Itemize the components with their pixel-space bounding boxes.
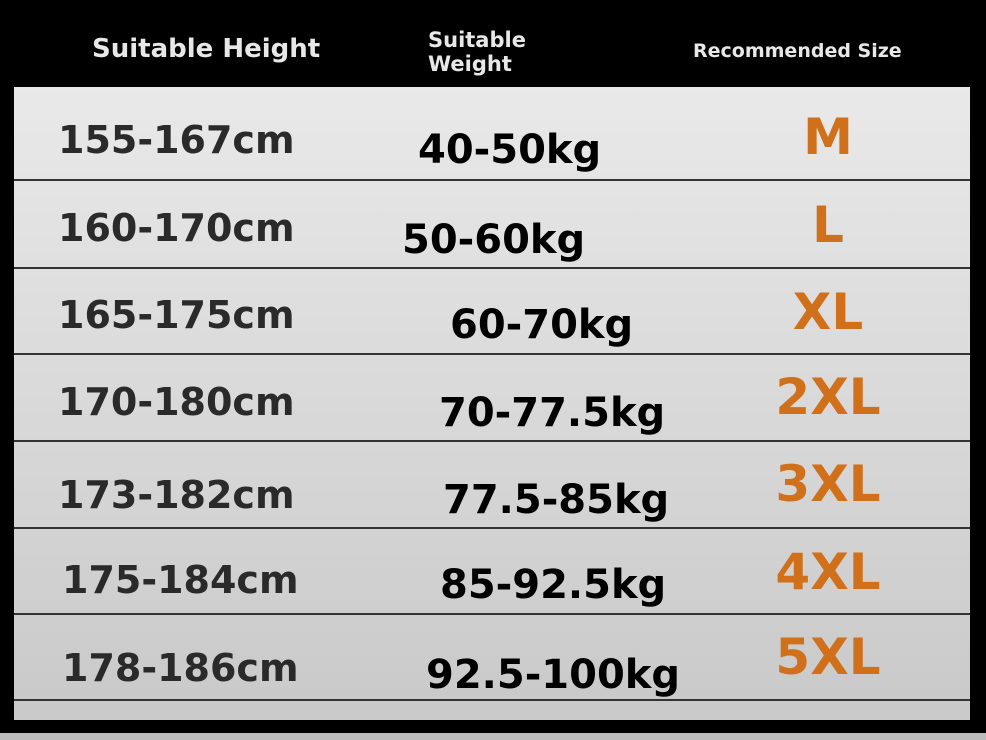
- weight-cell: 50-60kg: [402, 217, 586, 263]
- size-cell: 2XL: [775, 368, 881, 426]
- row-divider: [14, 440, 970, 442]
- height-cell: 173-182cm: [58, 473, 295, 517]
- height-cell: 160-170cm: [58, 206, 295, 250]
- height-cell: 175-184cm: [62, 558, 299, 602]
- weight-cell: 70-77.5kg: [439, 390, 666, 436]
- size-cell: 5XL: [775, 628, 881, 686]
- header-height: Suitable Height: [92, 34, 321, 64]
- size-table: 155-167cm 40-50kg M 160-170cm 50-60kg L …: [14, 87, 970, 720]
- height-cell: 155-167cm: [58, 118, 295, 162]
- height-cell: 165-175cm: [58, 293, 295, 337]
- bottom-edge: [0, 733, 986, 740]
- header-weight-line1: Suitable: [428, 28, 526, 52]
- size-cell: XL: [792, 283, 864, 341]
- header-weight-line2: Weight: [428, 52, 512, 76]
- weight-cell: 77.5-85kg: [443, 477, 670, 523]
- weight-cell: 40-50kg: [418, 127, 602, 173]
- header-size: Recommended Size: [693, 40, 902, 62]
- height-cell: 170-180cm: [58, 380, 295, 424]
- size-cell: L: [812, 196, 844, 254]
- row-divider: [14, 613, 970, 615]
- weight-cell: 92.5-100kg: [426, 652, 681, 698]
- weight-cell: 85-92.5kg: [440, 562, 667, 608]
- row-divider: [14, 353, 970, 355]
- size-cell: 3XL: [775, 455, 881, 513]
- size-cell: 4XL: [775, 543, 881, 601]
- row-divider: [14, 527, 970, 529]
- height-cell: 178-186cm: [62, 646, 299, 690]
- size-cell: M: [803, 108, 853, 166]
- weight-cell: 60-70kg: [450, 302, 634, 348]
- row-divider: [14, 699, 970, 701]
- row-divider: [14, 179, 970, 181]
- row-divider: [14, 267, 970, 269]
